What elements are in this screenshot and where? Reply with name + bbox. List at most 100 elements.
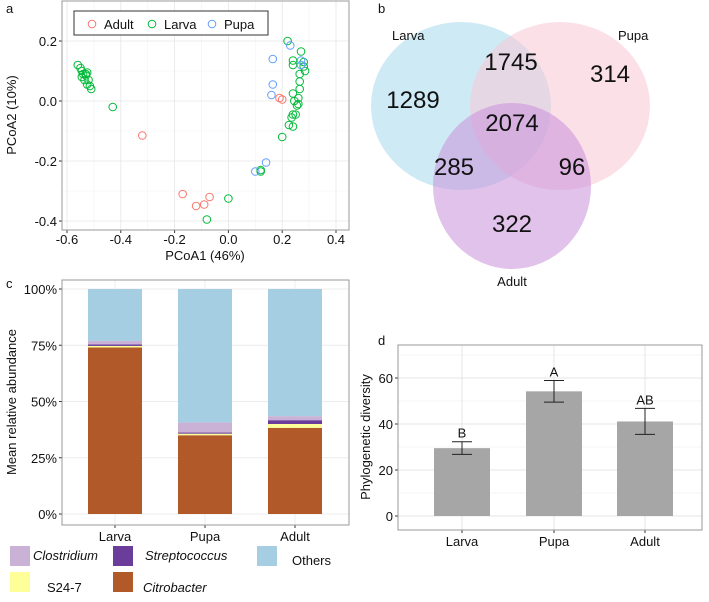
legend-label: Larva: [164, 17, 197, 32]
point-pupa: [268, 54, 278, 64]
point-pupa: [267, 90, 276, 100]
point-adult: [138, 131, 147, 140]
point-larva: [202, 215, 212, 224]
point-pupa: [296, 56, 306, 65]
bar-segment-streptococcus: [178, 432, 232, 434]
point-adult: [205, 192, 214, 202]
bar-segment-streptococcus: [88, 344, 142, 346]
venn-set-label: Adult: [497, 274, 527, 289]
bar-segment-others: [88, 289, 142, 341]
point-pupa: [296, 60, 306, 70]
point-pupa: [285, 41, 295, 50]
bar-segment-others: [178, 289, 232, 423]
legend-swatch-others: [257, 546, 277, 566]
bar-segment-citrobacter: [88, 347, 142, 514]
plot-d-border: [397, 344, 703, 531]
plot-a-border: [61, 0, 350, 231]
venn-count-larva-adult: 285: [434, 154, 474, 181]
point-larva: [292, 101, 302, 110]
panel-label-b: b: [378, 1, 385, 16]
panel-label-a: a: [6, 1, 14, 16]
venn-count-larva-pupa: 1745: [484, 49, 537, 76]
bar-segment-citrobacter: [178, 435, 232, 514]
bar-larva: [434, 448, 490, 516]
point-larva: [108, 102, 118, 112]
y-tick-label: -0.4: [35, 214, 57, 229]
legend-label: Others: [292, 553, 332, 568]
legend-a: [73, 10, 269, 36]
legend-marker-adult: [87, 19, 97, 29]
point-adult: [191, 201, 201, 211]
x-tick-label: 0.0: [219, 232, 237, 247]
y-tick-label: 40: [379, 417, 393, 432]
y-tick-label: 0%: [38, 507, 57, 522]
x-tick-label: Larva: [446, 534, 479, 549]
bar-segment-citrobacter: [268, 427, 322, 514]
y-tick-label: 50%: [31, 395, 57, 410]
x-tick-label: Adult: [630, 534, 660, 549]
venn-set-label: Larva: [392, 28, 425, 43]
point-larva: [291, 110, 300, 119]
point-larva: [73, 60, 83, 70]
plot-a-background: [62, 1, 349, 230]
y-tick-label: 20: [379, 463, 393, 478]
plot-c-border: [61, 279, 350, 526]
venn-count-larva-only: 1289: [386, 87, 439, 114]
point-larva: [84, 75, 93, 85]
point-larva: [295, 84, 304, 94]
point-larva: [300, 66, 310, 76]
x-tick-label: -0.4: [110, 232, 132, 247]
y-tick-label: 0: [386, 509, 393, 524]
x-tick-label: -0.6: [56, 232, 78, 247]
y-tick-label: 60: [379, 371, 393, 386]
point-pupa: [268, 80, 278, 89]
point-larva: [256, 165, 265, 175]
significance-letter: A: [550, 365, 559, 380]
legend-label: Streptococcus: [145, 548, 228, 563]
bar-segment-clostridium: [88, 340, 142, 345]
panel-label-d: d: [378, 333, 385, 348]
point-larva: [277, 132, 287, 142]
bar-segment-others: [268, 289, 322, 417]
legend-label: S24-7: [47, 580, 82, 595]
point-adult: [277, 95, 287, 104]
y-axis-title: Mean relative abundance: [4, 329, 19, 475]
x-tick-label: 0.2: [273, 232, 291, 247]
point-adult: [199, 200, 209, 209]
bar-segment-s24-7: [178, 433, 232, 436]
point-larva: [80, 75, 89, 85]
legend-marker-larva: [147, 19, 157, 29]
x-tick-label: Pupa: [539, 534, 570, 549]
point-larva: [294, 99, 303, 109]
y-axis-title: PCoA2 (10%): [4, 75, 19, 154]
legend-swatch-streptococcus: [113, 546, 133, 566]
y-tick-label: 0.0: [39, 94, 57, 109]
y-tick-label: -0.2: [35, 154, 57, 169]
y-axis-title: Phylogenetic diversity: [358, 374, 373, 500]
point-larva: [283, 36, 292, 46]
legend-label: Clostridium: [33, 548, 98, 563]
legend-marker-pupa: [207, 19, 217, 29]
point-larva: [81, 69, 91, 79]
y-tick-label: 75%: [31, 338, 57, 353]
venn-count-all: 2074: [485, 110, 538, 137]
point-larva: [224, 194, 233, 203]
legend-swatch-citrobacter: [113, 572, 133, 592]
bar-segment-s24-7: [268, 424, 322, 428]
bar-segment-clostridium: [268, 416, 322, 421]
point-larva: [284, 120, 294, 130]
legend-label: Citrobacter: [143, 580, 207, 595]
venn-count-pupa-only: 314: [590, 61, 630, 88]
x-tick-label: Adult: [280, 529, 310, 544]
point-pupa: [251, 167, 260, 176]
venn-count-adult-only: 322: [492, 211, 532, 238]
legend-label: Pupa: [224, 17, 255, 32]
significance-letter: AB: [636, 392, 653, 407]
bar-segment-s24-7: [88, 345, 142, 348]
significance-letter: B: [458, 426, 467, 441]
y-tick-label: 0.2: [39, 34, 57, 49]
x-tick-label: Larva: [99, 529, 132, 544]
x-tick-label: Pupa: [190, 529, 221, 544]
point-larva: [288, 122, 298, 131]
